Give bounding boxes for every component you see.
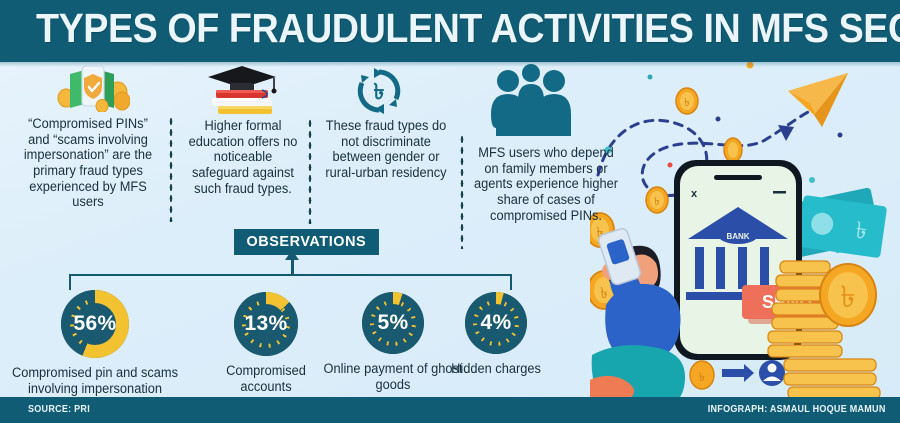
svg-text:৳: ৳ [684, 97, 689, 109]
donut-chart: 56% [61, 290, 129, 358]
column-divider [169, 116, 173, 222]
donut-hole [477, 304, 515, 342]
header-shadow [0, 62, 900, 67]
stat-compromised-pin: 56% Compromised pin and scams involving … [0, 290, 195, 396]
svg-text:৳: ৳ [699, 370, 705, 384]
donut-chart: 5% [362, 292, 424, 354]
header-bar: TYPES OF FRAUDULENT ACTIVITIES IN MFS SE… [0, 0, 900, 62]
svg-text:৳: ৳ [841, 281, 856, 314]
stat-hidden-charges: 4% Hidden charges [436, 292, 556, 377]
connector-tick [69, 274, 71, 290]
finding-no-discrimination: These fraud types do not discriminate be… [321, 118, 450, 181]
column-divider [308, 118, 312, 224]
connector-tick [510, 274, 512, 290]
stat-label: Compromised accounts [226, 363, 306, 394]
observations-banner: OBSERVATIONS [234, 229, 379, 255]
donut-value: 5% [377, 311, 409, 334]
mfs-illustration: ৳ ৳ ৳ ৳ [570, 55, 900, 414]
finding-compromised-pins: “Compromised PINs” and “scams involving … [16, 116, 160, 210]
finding-text: MFS users who depend on family members o… [473, 145, 619, 223]
footer-bar: SOURCE: PRI INFOGRAPH: ASMAUL HOQUE MAMU… [0, 397, 900, 423]
finding-text: “Compromised PINs” and “scams involving … [23, 116, 153, 210]
infograph-credit: INFOGRAPH: ASMAUL HOQUE MAMUN [708, 404, 886, 415]
finding-text: Higher formal education offers no notice… [188, 118, 298, 196]
taka-refresh-cycle-icon: ৳ [352, 66, 406, 121]
stat-label: Compromised pin and scams involving impe… [11, 365, 179, 396]
donut-value: 13% [244, 312, 288, 335]
svg-text:৳: ৳ [600, 285, 607, 302]
connector-line [69, 274, 512, 276]
phone-shield-coins-icon [56, 62, 131, 117]
stat-online-payment: 5% Online payment of ghost goods [318, 292, 468, 392]
finding-education: Higher formal education offers no notice… [185, 118, 301, 196]
svg-text:৳: ৳ [654, 196, 659, 208]
svg-text:৳: ৳ [597, 224, 604, 240]
donut-value: 56% [73, 312, 117, 335]
svg-text:৳: ৳ [854, 217, 869, 244]
donut-hole [246, 304, 286, 344]
observations-arrow-stem [291, 256, 294, 276]
graduation-cap-books-icon [200, 64, 284, 119]
stat-compromised-accounts: 13% Compromised accounts [196, 292, 336, 394]
stat-label: Online payment of ghost goods [323, 361, 463, 392]
finding-text: These fraud types do not discriminate be… [325, 118, 447, 180]
observations-arrow-icon [285, 250, 299, 260]
donut-chart: 13% [234, 292, 298, 356]
svg-text:BANK: BANK [726, 232, 749, 241]
source-credit: SOURCE: PRI [28, 404, 90, 415]
stat-label: Hidden charges [451, 361, 541, 376]
column-divider [460, 134, 464, 249]
finding-family-agents: MFS users who depend on family members o… [474, 145, 618, 223]
donut-value: 4% [480, 311, 512, 334]
donut-hole [374, 304, 412, 342]
phone-close-icon: x [691, 188, 698, 200]
family-group-icon [484, 64, 578, 141]
svg-text:৳: ৳ [374, 79, 385, 104]
donut-hole [74, 303, 116, 345]
donut-chart: 4% [465, 292, 527, 354]
page-title: TYPES OF FRAUDULENT ACTIVITIES IN MFS SE… [36, 5, 900, 51]
